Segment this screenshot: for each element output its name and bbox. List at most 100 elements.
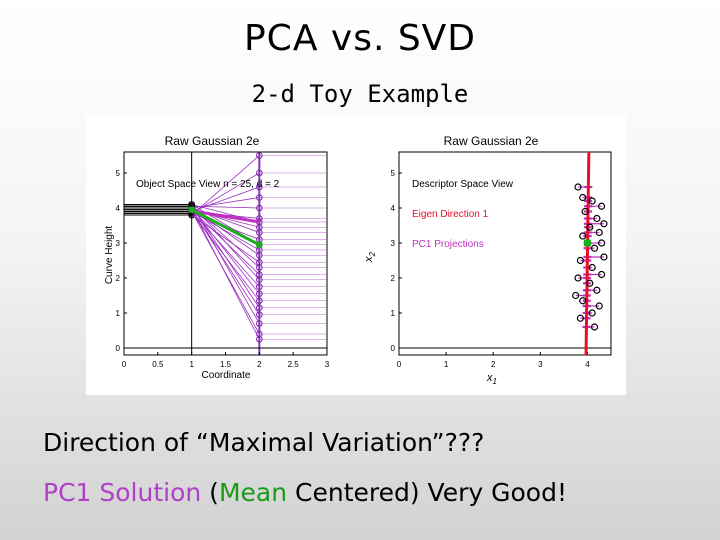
data-point — [576, 314, 584, 322]
curve-segment — [191, 205, 260, 209]
caption-line-1: Direction of “Maximal Variation”??? — [43, 428, 485, 457]
right-xticks: 0 1 2 3 4 — [397, 352, 590, 369]
data-point — [590, 323, 599, 331]
data-point — [579, 297, 587, 305]
left-xtick-label: 1.5 — [220, 360, 232, 369]
right-ytick-label: 2 — [391, 274, 396, 283]
left-ylabel: Curve Height — [104, 226, 115, 285]
data-point — [597, 239, 606, 247]
data-point — [588, 263, 596, 272]
slide-title: PCA vs. SVD — [243, 18, 477, 59]
right-xtick-label: 4 — [585, 360, 590, 369]
left-xtick-label: 3 — [325, 360, 330, 369]
curve-segment — [191, 207, 260, 294]
slide-subtitle: 2-d Toy Example — [251, 80, 469, 108]
left-xtick-label: 2.5 — [288, 360, 300, 369]
data-point — [576, 256, 584, 265]
object-space-chart: Raw Gaussian 2e 0 0.5 1 1.5 2 2.5 3 0 1 2 3 4 5 Obj… — [104, 134, 330, 381]
curve-segment — [191, 206, 260, 308]
data-point — [581, 207, 589, 216]
curve-point-x2 — [256, 297, 263, 305]
curve-point-x2 — [256, 194, 263, 201]
paren-text: ( — [201, 478, 219, 507]
data-point — [595, 302, 603, 310]
eigen-direction-line — [584, 151, 591, 356]
data-points — [572, 183, 608, 331]
pca-figure: Raw Gaussian 2e 0 0.5 1 1.5 2 2.5 3 0 1 2 3 4 5 Obj… — [86, 115, 626, 395]
left-xtick-label: 1 — [189, 360, 194, 369]
left-ytick-label: 4 — [116, 204, 121, 213]
right-ytick-label: 4 — [391, 204, 396, 213]
curve-point-x2 — [256, 251, 263, 259]
data-point — [586, 223, 594, 231]
data-point — [600, 253, 608, 261]
curve-point-x2 — [256, 311, 263, 319]
right-chart-title: Raw Gaussian 2e — [444, 134, 539, 148]
data-point — [597, 202, 606, 210]
curve-point-x2 — [256, 264, 263, 271]
right-yticks: 0 1 2 3 4 5 — [391, 169, 402, 353]
pc1-line — [191, 209, 260, 224]
right-xtick-label: 3 — [538, 360, 543, 369]
left-chart-title: Raw Gaussian 2e — [165, 134, 260, 148]
mean-marker-left-x1 — [188, 206, 195, 213]
legend-pc1-projections: PC1 Projections — [412, 239, 484, 250]
mean-marker — [583, 239, 591, 247]
curve-segment — [191, 211, 260, 251]
data-point — [586, 279, 594, 287]
left-xlabel: Coordinate — [202, 370, 251, 381]
mean-point — [583, 239, 591, 247]
legend-descriptor-space: Descriptor Space View — [412, 179, 514, 190]
data-point — [574, 183, 582, 191]
left-ytick-label: 2 — [116, 274, 121, 283]
descriptor-space-chart: Raw Gaussian 2e 0 1 2 3 4 0 1 2 3 4 5 Descriptor … — [363, 134, 612, 386]
curve-point-x2 — [256, 290, 263, 298]
right-ytick-label: 5 — [391, 169, 396, 178]
data-point — [579, 232, 587, 240]
left-xticks: 0 0.5 1 1.5 2 2.5 3 — [122, 352, 330, 369]
data-point — [597, 270, 606, 279]
curve-point-x2 — [256, 335, 263, 343]
right-ytick-label: 1 — [391, 309, 396, 318]
curve-point-x2 — [256, 229, 263, 236]
right-ytick-label: 3 — [391, 239, 396, 248]
left-ytick-label: 0 — [116, 344, 121, 353]
curve-point-x2 — [256, 283, 263, 291]
mean-line — [190, 208, 261, 247]
curve-segment — [191, 207, 260, 340]
curve-point-x2 — [256, 169, 263, 177]
centered-text: Centered) Very Good! — [287, 478, 567, 507]
data-point — [579, 193, 587, 202]
legend-eigen-direction: Eigen Direction 1 — [412, 209, 489, 220]
curve-point-x2 — [256, 276, 263, 284]
curve-point-x2 — [256, 320, 263, 327]
data-point — [572, 291, 580, 300]
right-xlabel: x1 — [486, 372, 497, 386]
right-xtick-label: 1 — [444, 360, 449, 369]
data-point — [588, 309, 596, 317]
data-point — [593, 286, 601, 294]
left-yticks: 0 1 2 3 4 5 — [116, 169, 127, 353]
left-xtick-label: 0 — [122, 360, 127, 369]
data-point — [590, 244, 599, 252]
data-point — [574, 274, 582, 282]
pc1-solution-text: PC1 Solution — [43, 478, 202, 507]
data-point — [588, 197, 596, 205]
mean-marker-left — [256, 241, 263, 248]
data-point — [600, 220, 608, 228]
left-ytick-label: 1 — [116, 309, 121, 318]
left-annotation: Object Space View n = 25, d = 2 — [136, 179, 280, 190]
eigen-line — [584, 151, 591, 356]
figure-svg: Raw Gaussian 2e 0 0.5 1 1.5 2 2.5 3 0 1 2 3 4 5 Obj… — [104, 134, 612, 386]
data-point — [595, 228, 603, 237]
left-curves — [124, 152, 327, 343]
left-ytick-label: 3 — [116, 239, 121, 248]
right-axes-frame — [398, 151, 612, 356]
right-ytick-label: 0 — [391, 344, 396, 353]
right-ylabel: x2 — [363, 251, 377, 263]
left-ytick-label: 5 — [116, 169, 121, 178]
curve-segment — [191, 209, 260, 315]
curve-point-x2 — [256, 204, 263, 212]
curve-point-x2 — [256, 304, 263, 312]
caption-line-2: PC1 Solution (Mean Centered) Very Good! — [43, 478, 567, 507]
